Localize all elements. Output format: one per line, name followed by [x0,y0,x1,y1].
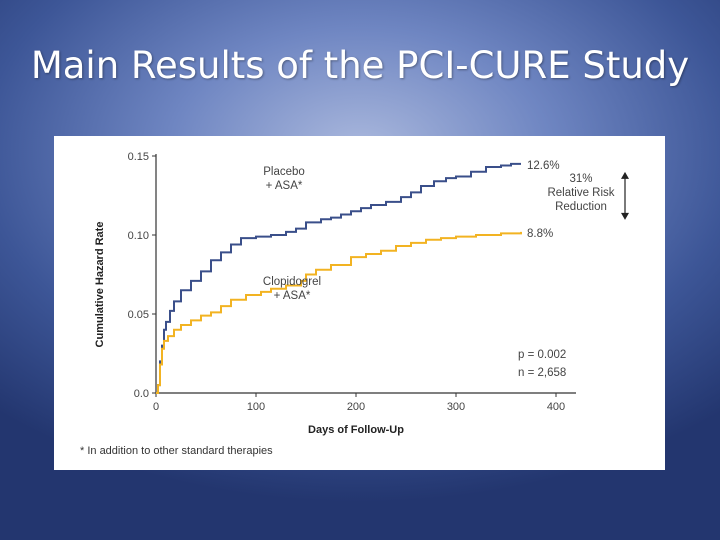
x-tick-label: 400 [547,401,565,413]
rrr-arrow-head-down [621,212,629,220]
clopidogrel-name-label: Clopidogrel [263,276,321,288]
rrr-label: Relative Risk [547,187,614,199]
placebo-series-line [156,162,521,394]
rrr-arrow-head-up [621,171,629,179]
stats-label: n = 2,658 [518,367,566,379]
placebo-name-label: + ASA* [266,180,303,192]
x-tick-label: 200 [347,401,365,413]
annotation-layer: Placebo + ASA* Clopidogrel + ASA* 31% Relativ… [80,166,629,457]
axes: 0.0 0.05 0.10 0.15 0 100 200 300 400 Days of Foll… [94,151,576,436]
clopidogrel-end-label: 8.8% [527,228,553,240]
clopidogrel-name-label: + ASA* [274,290,311,302]
chart-footnote: * In addition to other standard therapie… [80,445,273,457]
y-tick-label: 0.05 [128,309,149,321]
y-tick-label: 0.0 [134,388,149,400]
y-axis-title: Cumulative Hazard Rate [94,222,106,348]
x-tick-label: 0 [153,401,159,413]
x-tick-label: 300 [447,401,465,413]
stats-label: p = 0.002 [518,349,566,361]
x-tick-label: 100 [247,401,265,413]
y-tick-label: 0.10 [128,230,149,242]
placebo-end-label: 12.6% [527,160,560,172]
placebo-name-label: Placebo [263,166,305,178]
hazard-rate-chart: 0.0 0.05 0.10 0.15 0 100 200 300 400 Days of Foll… [80,151,629,457]
series-layer: 12.6% 8.8% [156,160,560,394]
y-tick-label: 0.15 [128,151,149,163]
chart-panel: 0.0 0.05 0.10 0.15 0 100 200 300 400 Days of Foll… [54,136,665,470]
clopidogrel-series-line [156,231,522,394]
slide-title: Main Results of the PCI-CURE Study [30,44,690,87]
x-axis-title: Days of Follow-Up [308,424,404,436]
rrr-label: Reduction [555,201,607,213]
rrr-label: 31% [569,173,592,185]
